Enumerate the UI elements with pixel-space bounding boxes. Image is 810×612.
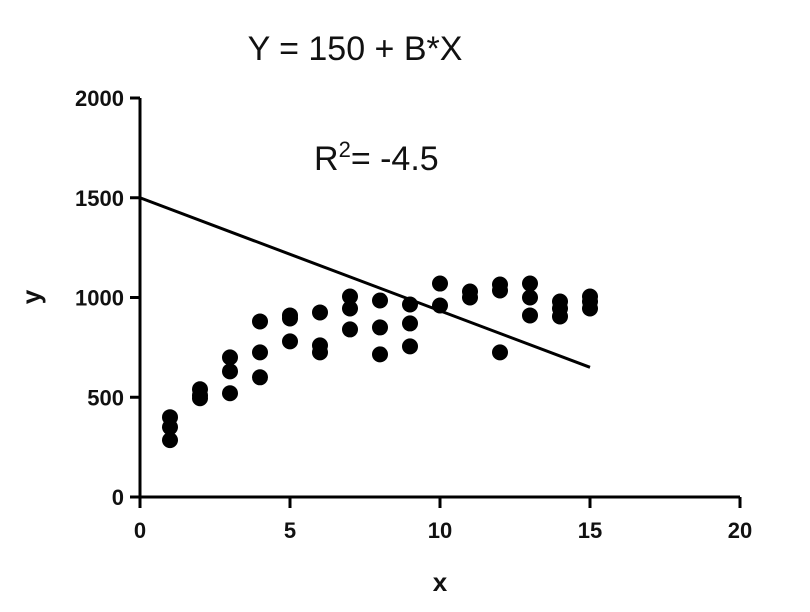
data-point — [372, 319, 388, 336]
data-point — [342, 288, 358, 305]
x-tick-label: 5 — [284, 518, 296, 543]
x-tick-label: 20 — [728, 518, 752, 543]
data-point — [522, 289, 538, 306]
data-point — [252, 344, 268, 361]
r-squared-superscript: 2 — [339, 137, 351, 162]
r-squared-annotation: R2= -4.5 — [314, 137, 439, 178]
data-point — [522, 307, 538, 324]
data-point — [222, 363, 238, 380]
y-axis-label: y — [16, 289, 46, 304]
x-axis-label: x — [433, 567, 448, 597]
data-point — [492, 282, 508, 299]
data-point — [162, 432, 178, 449]
data-point — [252, 313, 268, 330]
regression-line — [139, 196, 591, 369]
y-tick-label: 0 — [112, 485, 124, 510]
x-tick-label: 0 — [134, 518, 146, 543]
x-axis-ticks: 0 5 10 15 20 — [134, 497, 752, 543]
data-point — [222, 349, 238, 366]
data-point — [312, 304, 328, 321]
data-point — [492, 344, 508, 361]
data-points — [162, 275, 598, 449]
data-point — [522, 275, 538, 292]
data-point — [402, 296, 418, 313]
data-point — [162, 419, 178, 436]
data-point — [372, 292, 388, 309]
y-axis-ticks: 0 500 1000 1500 2000 — [75, 86, 140, 510]
data-point — [252, 369, 268, 386]
data-point — [312, 344, 328, 361]
data-point — [402, 315, 418, 332]
r-squared-symbol: R — [314, 140, 339, 178]
data-point — [432, 297, 448, 314]
chart-title: Y = 150 + B*X — [248, 30, 463, 68]
r-squared-value: = -4.5 — [351, 140, 439, 178]
y-tick-label: 1000 — [75, 286, 124, 311]
data-point — [222, 385, 238, 402]
y-tick-label: 1500 — [75, 186, 124, 211]
data-point — [282, 333, 298, 350]
x-tick-label: 10 — [428, 518, 452, 543]
data-point — [282, 310, 298, 327]
y-tick-label: 500 — [87, 385, 124, 410]
data-point — [432, 275, 448, 292]
data-point — [462, 289, 478, 306]
x-tick-label: 15 — [578, 518, 602, 543]
data-point — [342, 300, 358, 317]
data-point — [552, 308, 568, 325]
data-point — [402, 338, 418, 355]
data-point — [582, 300, 598, 317]
data-point — [372, 346, 388, 363]
y-tick-label: 2000 — [75, 86, 124, 111]
data-point — [342, 321, 358, 338]
data-point — [192, 390, 208, 407]
